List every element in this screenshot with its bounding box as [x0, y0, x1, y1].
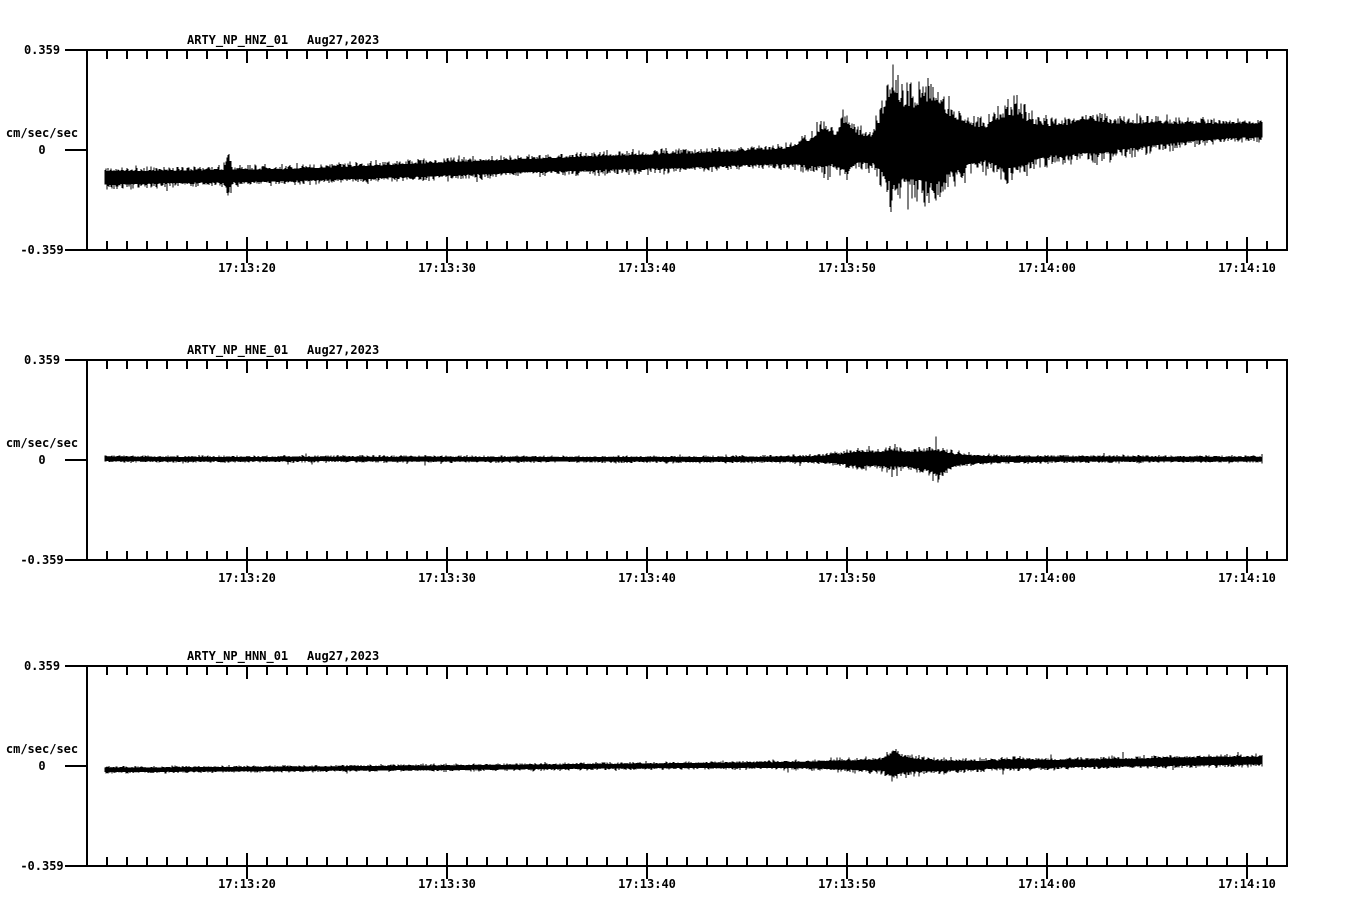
seismogram-panel-hne: ARTY_NP_HNE_01 Aug27,2023 0.359 cm/sec/s… — [0, 310, 1358, 610]
x-axis-labels: 17:13:20 17:13:30 17:13:40 17:13:50 17:14:00… — [0, 261, 1358, 277]
y-tick-label-max: 0.359 — [23, 659, 61, 673]
y-tick-label-zero: 0 — [38, 453, 46, 467]
x-tick-label: 17:13:20 — [218, 261, 276, 275]
x-tick-label: 17:14:10 — [1218, 571, 1276, 585]
x-tick-label: 17:13:20 — [218, 877, 276, 891]
x-tick-label: 17:13:30 — [418, 261, 476, 275]
station-channel-label: ARTY_NP_HNZ_01 — [187, 33, 289, 47]
x-tick-label: 17:13:50 — [818, 261, 876, 275]
waveform-trace — [104, 436, 1263, 483]
x-axis-labels: 17:13:20 17:13:30 17:13:40 17:13:50 17:14:00… — [0, 571, 1358, 587]
y-axis-units-label: cm/sec/sec — [5, 126, 79, 140]
date-label: Aug27,2023 — [307, 343, 380, 357]
y-tick-label-min: -0.359 — [20, 553, 64, 567]
y-tick-label-max: 0.359 — [23, 43, 61, 57]
x-tick-label: 17:14:00 — [1018, 877, 1076, 891]
y-axis-units-label: cm/sec/sec — [5, 436, 79, 450]
y-tick-label-min: -0.359 — [20, 243, 64, 257]
waveform-trace — [104, 64, 1263, 212]
axis-ticks — [65, 49, 1268, 263]
x-tick-label: 17:14:10 — [1218, 261, 1276, 275]
axis-ticks — [65, 359, 1268, 573]
y-axis-units-label: cm/sec/sec — [5, 742, 79, 756]
y-tick-label-min: -0.359 — [20, 859, 64, 873]
y-tick-label-zero: 0 — [38, 143, 46, 157]
x-tick-label: 17:13:20 — [218, 571, 276, 585]
x-tick-label: 17:13:40 — [618, 877, 676, 891]
station-channel-label: ARTY_NP_HNE_01 — [187, 343, 289, 357]
y-tick-label-max: 0.359 — [23, 353, 61, 367]
y-tick-label-zero: 0 — [38, 759, 46, 773]
x-tick-label: 17:14:00 — [1018, 571, 1076, 585]
axis-ticks — [65, 665, 1268, 879]
seismogram-panel-hnz: ARTY_NP_HNZ_01 Aug27,2023 0.359 cm/sec/s… — [0, 0, 1358, 300]
x-tick-label: 17:14:10 — [1218, 877, 1276, 891]
x-tick-label: 17:13:50 — [818, 877, 876, 891]
date-label: Aug27,2023 — [307, 649, 380, 663]
x-tick-label: 17:13:30 — [418, 877, 476, 891]
x-tick-label: 17:14:00 — [1018, 261, 1076, 275]
x-tick-label: 17:13:40 — [618, 571, 676, 585]
x-tick-label: 17:13:50 — [818, 571, 876, 585]
date-label: Aug27,2023 — [307, 33, 380, 47]
waveform-plot — [65, 359, 1288, 573]
x-axis-labels: 17:13:20 17:13:30 17:13:40 17:13:50 17:14:00… — [0, 877, 1358, 893]
x-tick-label: 17:13:30 — [418, 571, 476, 585]
seismogram-panel-hnn: ARTY_NP_HNN_01 Aug27,2023 0.359 cm/sec/s… — [0, 616, 1358, 916]
waveform-plot — [65, 49, 1288, 263]
x-tick-label: 17:13:40 — [618, 261, 676, 275]
station-channel-label: ARTY_NP_HNN_01 — [187, 649, 289, 663]
waveform-plot — [65, 665, 1288, 879]
waveform-trace — [104, 748, 1263, 782]
